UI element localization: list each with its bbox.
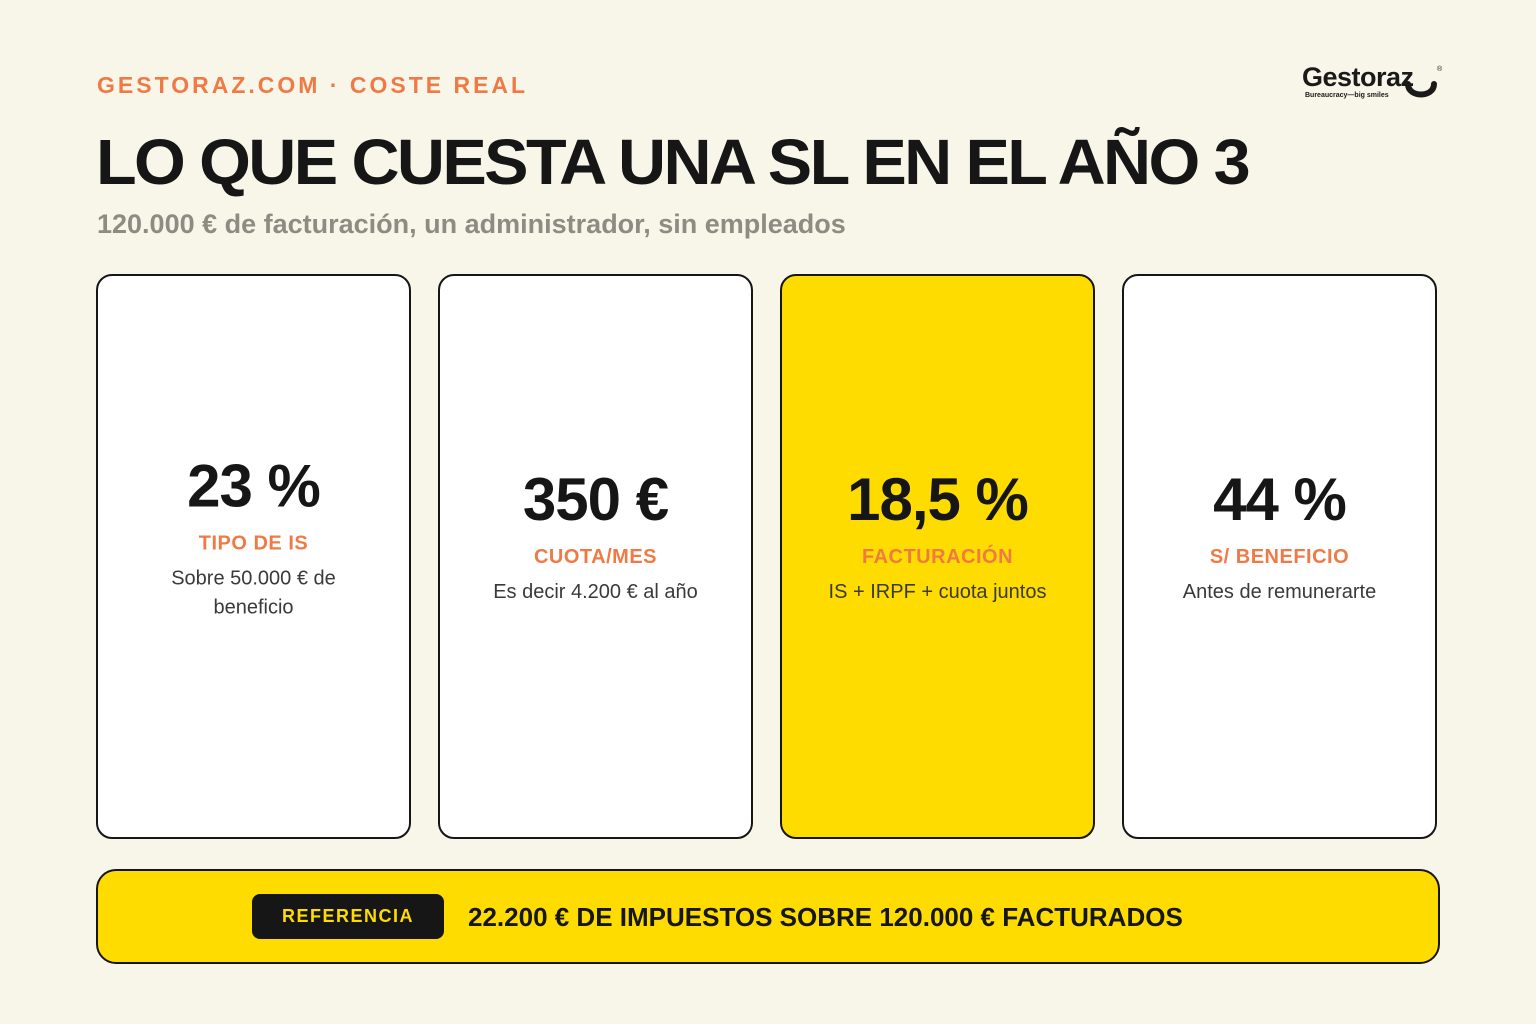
stat-description: Es decir 4.200 € al año [493, 580, 698, 603]
stat-card-content: 18,5 % FACTURACIÓN IS + IRPF + cuota jun… [782, 464, 1093, 607]
stat-card-content: 44 % S/ BENEFICIO Antes de remunerarte [1124, 464, 1435, 607]
stat-card-content: 23 % TIPO DE IS Sobre 50.000 € de benefi… [98, 450, 409, 622]
stat-card-cuota: 350 € CUOTA/MES Es decir 4.200 € al año [438, 274, 753, 839]
stat-card-facturacion: 18,5 % FACTURACIÓN IS + IRPF + cuota jun… [780, 274, 1095, 839]
stat-description: Antes de remunerarte [1182, 580, 1377, 603]
stat-label: FACTURACIÓN [861, 545, 1014, 568]
stat-card-content: 350 € CUOTA/MES Es decir 4.200 € al año [440, 464, 751, 607]
stat-label: CUOTA/MES [533, 545, 657, 568]
gestoraz-logo[interactable]: Gestoraz ® Bureaucracy—big smiles [1300, 62, 1450, 108]
stat-card-beneficio: 44 % S/ BENEFICIO Antes de remunerarte [1122, 274, 1437, 839]
stat-value: 350 € [522, 465, 669, 533]
logo-registered-mark: ® [1437, 66, 1443, 73]
stat-description: Sobre 50.000 € de beneficio [171, 566, 336, 618]
stat-value: 44 % [1213, 465, 1347, 533]
stat-value: 18,5 % [847, 465, 1029, 533]
reference-banner: REFERENCIA 22.200 € DE IMPUESTOS SOBRE 1… [96, 869, 1440, 964]
stat-label: S/ BENEFICIO [1209, 545, 1350, 568]
stat-label: TIPO DE IS [198, 531, 309, 554]
logo-wordmark: Gestoraz [1302, 62, 1414, 92]
page-subtitle: 120.000 € de facturación, un administrad… [97, 209, 846, 239]
reference-text: 22.200 € DE IMPUESTOS SOBRE 120.000 € FA… [468, 902, 1183, 932]
page-title: LO QUE CUESTA UNA SL EN EL AÑO 3 [96, 126, 1251, 198]
logo-tagline: Bureaucracy—big smiles [1305, 92, 1389, 99]
stat-card-is: 23 % TIPO DE IS Sobre 50.000 € de benefi… [96, 274, 411, 839]
stat-description: IS + IRPF + cuota juntos [828, 580, 1047, 603]
smile-icon [1405, 81, 1437, 98]
eyebrow-label: GESTORAZ.COM · COSTE REAL [97, 72, 529, 98]
stat-value: 23 % [187, 451, 321, 519]
reference-badge: REFERENCIA [252, 894, 444, 939]
